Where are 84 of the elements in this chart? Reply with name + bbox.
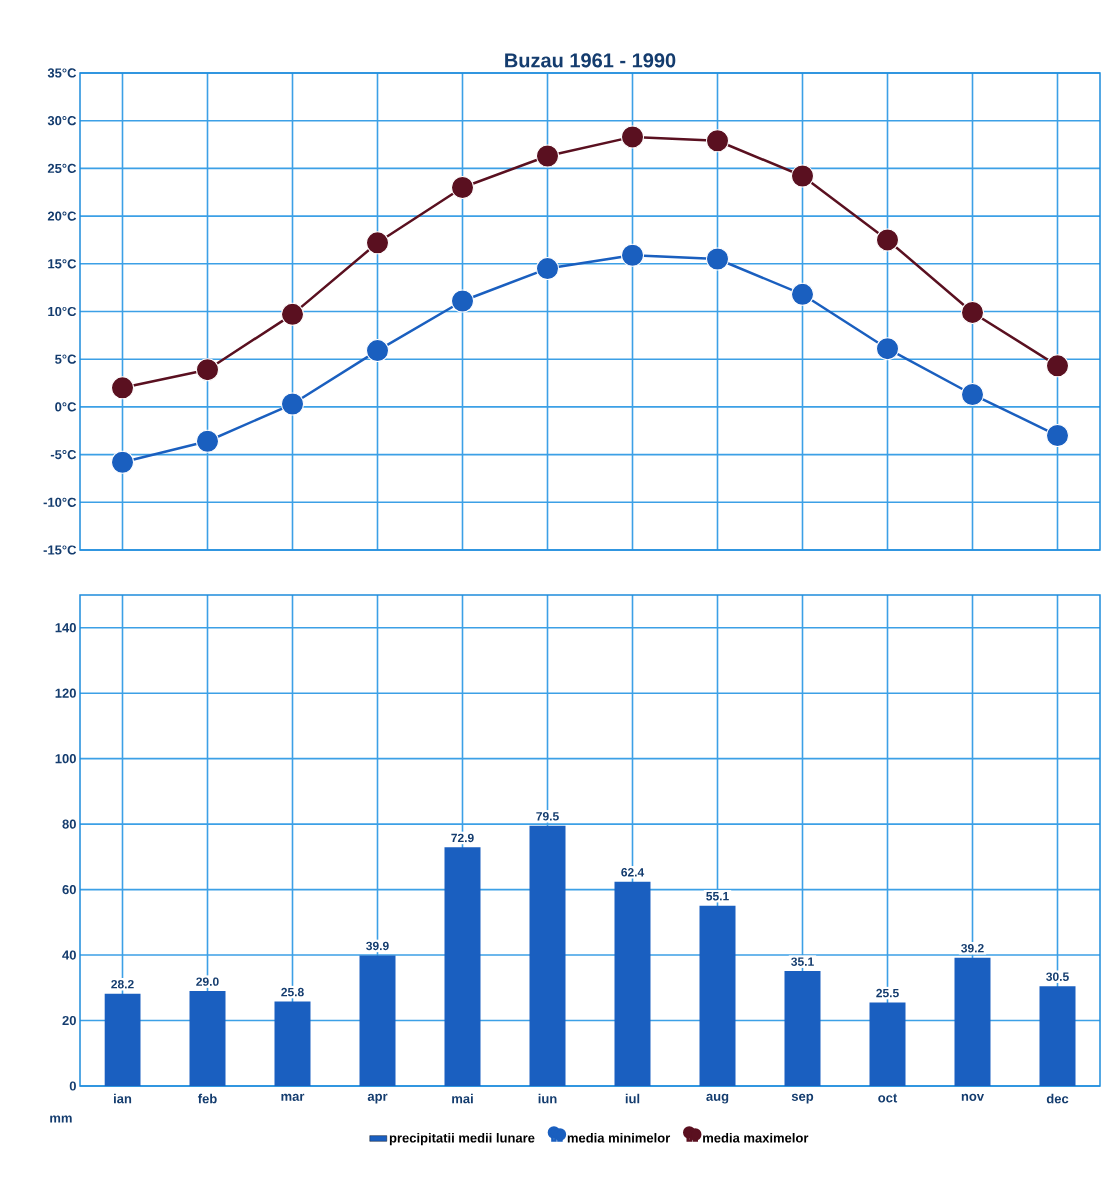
y-tick-label: -15°C [43,545,77,555]
y-tick-label: 25°C [47,163,77,173]
point [1046,354,1069,378]
data-label: 72.9 [451,833,474,843]
point [281,302,304,326]
bar [359,955,396,1086]
point [706,247,729,271]
bar [444,847,481,1086]
bar [954,957,991,1086]
y-tick-label: 30°C [47,116,77,126]
point [111,376,134,400]
x-tick-label: ian [114,1093,132,1104]
point [706,129,729,153]
point [961,382,984,406]
data-label: 30.5 [1046,972,1069,981]
data-label: 79.5 [536,812,559,821]
x-tick-label: oct [878,1093,898,1103]
point [1046,424,1069,448]
y-tick-label: 40 [62,950,76,960]
point [196,358,219,382]
point [791,282,814,306]
y-axis-title: mm [50,1115,72,1123]
x-tick-label: iun [538,1093,557,1104]
data-label: 62.4 [621,868,645,877]
point [366,231,389,255]
point [451,175,474,199]
point [621,243,644,267]
y-tick-label: -5°C [50,449,77,460]
point [876,228,899,252]
chart-title: Buzau 1961 - 1990 [505,53,676,68]
y-tick-label: 20 [62,1015,76,1026]
y-tick-label: 0°C [55,402,77,412]
x-tick-label: dec [1046,1093,1069,1104]
point [451,289,474,313]
x-tick-label: iul [625,1093,640,1104]
y-tick-label: 120 [55,688,76,698]
y-tick-label: 10°C [48,306,77,317]
point [536,144,559,168]
point [876,337,899,361]
bar [869,1002,906,1086]
y-tick-label: 100 [55,754,76,764]
x-tick-label: mai [452,1093,473,1104]
bar [614,881,651,1086]
point [961,300,984,324]
point [366,339,389,363]
x-tick-label: sep [791,1093,814,1104]
bar [274,1001,311,1086]
point [791,164,814,188]
legend-label: media minimelor [567,1133,671,1143]
y-tick-label: 20°C [47,211,77,221]
x-tick-label: aug [706,1093,729,1104]
x-tick-label: feb [197,1093,217,1104]
data-label: 25.8 [281,987,304,997]
x-tick-label: mar [281,1093,305,1101]
y-tick-label: -10°C [43,497,77,507]
data-label: 28.2 [111,980,134,989]
bar [189,991,226,1086]
point [281,392,304,416]
bar [784,971,821,1086]
bar [1039,986,1076,1086]
data-label: 55.1 [706,892,729,901]
data-label: 35.1 [791,957,814,966]
point [196,429,219,453]
y-tick-label: 60 [62,884,76,895]
y-tick-label: 35°C [47,68,77,78]
point [536,257,559,281]
bar [529,825,566,1086]
y-tick-label: 5°C [55,354,77,364]
point [621,125,644,149]
bar [699,905,736,1086]
data-label: 25.5 [876,988,899,998]
x-tick-label: apr [367,1093,388,1104]
legend-label: precipitatii medii lunare [389,1133,535,1146]
y-tick-label: 0 [69,1081,76,1091]
data-label: 39.9 [366,941,389,951]
data-label: 39.2 [961,943,984,953]
x-tick-label: nov [961,1093,984,1101]
legend-label: media maximelor [703,1133,809,1143]
bar [104,993,141,1086]
y-tick-label: 140 [55,623,76,633]
data-label: 29.0 [196,977,219,986]
y-tick-label: 15°C [48,259,77,269]
y-tick-label: 80 [62,819,76,829]
point [111,450,134,474]
